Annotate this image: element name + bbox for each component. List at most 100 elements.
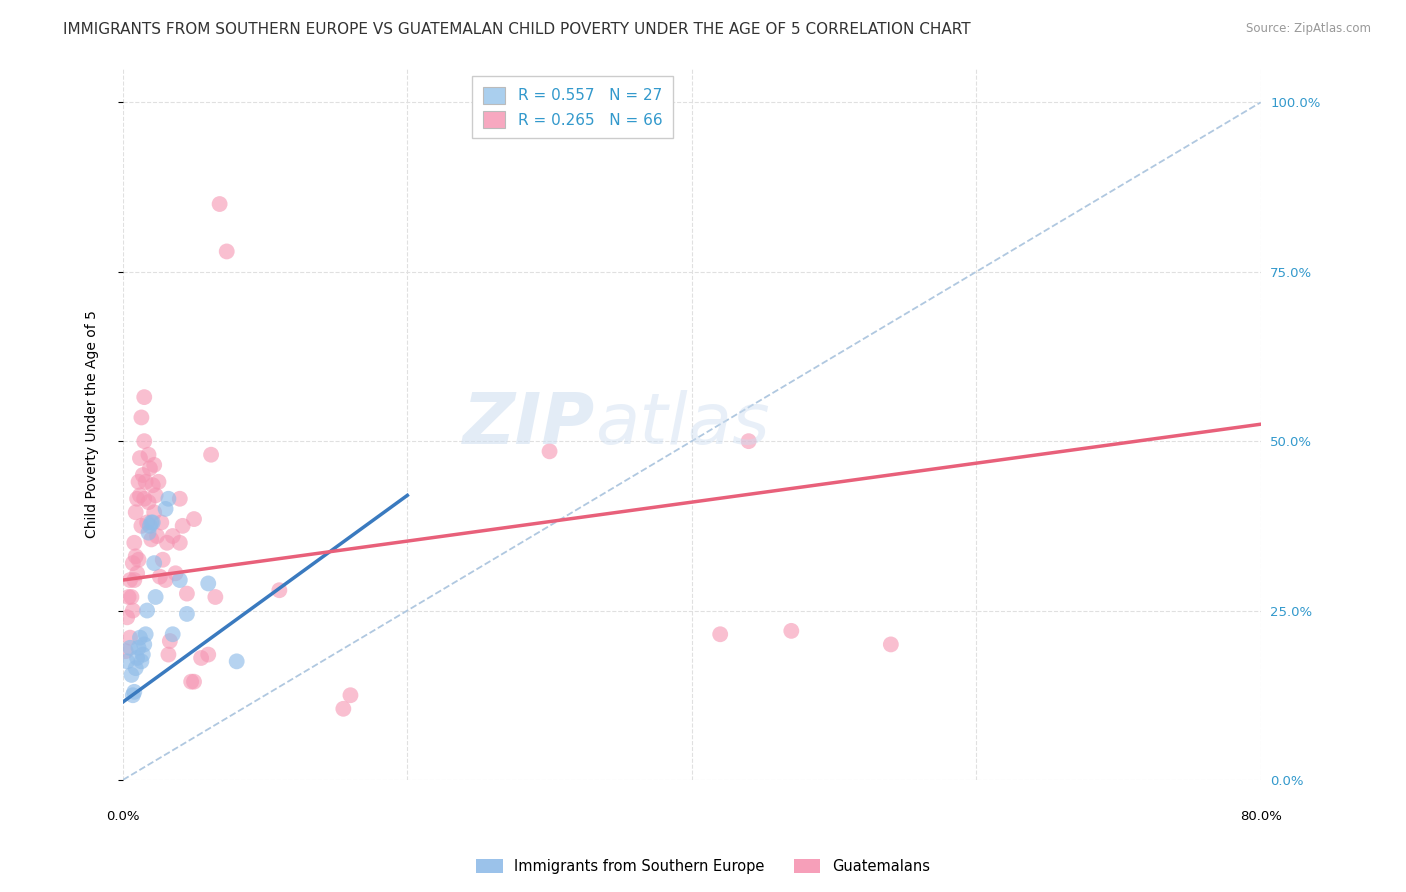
Point: [208, 197, 231, 211]
Point: [146, 529, 169, 543]
Point: [120, 590, 142, 604]
Point: [339, 688, 361, 702]
Point: [197, 648, 219, 662]
Point: [114, 644, 136, 658]
Point: [162, 627, 184, 641]
Point: [183, 674, 205, 689]
Point: [128, 640, 150, 655]
Point: [134, 637, 156, 651]
Point: [172, 519, 194, 533]
Point: [176, 607, 198, 621]
Point: [538, 444, 561, 458]
Point: [197, 576, 219, 591]
Point: [155, 502, 177, 516]
Text: ZIP: ZIP: [463, 390, 595, 458]
Text: Source: ZipAtlas.com: Source: ZipAtlas.com: [1246, 22, 1371, 36]
Point: [709, 627, 731, 641]
Point: [135, 627, 157, 641]
Point: [143, 505, 166, 519]
Point: [225, 654, 247, 668]
Point: [125, 549, 148, 564]
Point: [129, 631, 152, 645]
Point: [124, 573, 146, 587]
Point: [169, 573, 191, 587]
Point: [124, 536, 146, 550]
Point: [142, 478, 165, 492]
Point: [141, 516, 163, 530]
Text: 80.0%: 80.0%: [1240, 811, 1281, 823]
Point: [176, 586, 198, 600]
Point: [128, 552, 150, 566]
Point: [139, 519, 162, 533]
Point: [115, 610, 138, 624]
Text: atlas: atlas: [595, 390, 769, 458]
Point: [159, 634, 181, 648]
Point: [125, 505, 148, 519]
Text: IMMIGRANTS FROM SOUTHERN EUROPE VS GUATEMALAN CHILD POVERTY UNDER THE AGE OF 5 C: IMMIGRANTS FROM SOUTHERN EUROPE VS GUATE…: [63, 22, 972, 37]
Point: [138, 495, 160, 509]
Point: [157, 491, 180, 506]
Point: [134, 390, 156, 404]
Point: [169, 536, 191, 550]
Point: [139, 461, 162, 475]
Point: [143, 458, 166, 472]
Point: [135, 475, 157, 489]
Point: [131, 410, 153, 425]
Point: [121, 556, 143, 570]
Point: [142, 516, 165, 530]
Point: [156, 536, 179, 550]
Legend: Immigrants from Southern Europe, Guatemalans: Immigrants from Southern Europe, Guatema…: [471, 854, 935, 880]
Point: [150, 516, 173, 530]
Point: [117, 590, 139, 604]
Point: [780, 624, 803, 638]
Point: [215, 244, 238, 259]
Point: [118, 640, 141, 655]
Point: [120, 668, 142, 682]
Point: [165, 566, 187, 581]
Point: [190, 651, 212, 665]
Point: [145, 590, 167, 604]
Point: [125, 661, 148, 675]
Point: [157, 648, 180, 662]
Point: [128, 475, 150, 489]
Point: [132, 648, 155, 662]
Point: [269, 583, 291, 598]
Y-axis label: Child Poverty Under the Age of 5: Child Poverty Under the Age of 5: [86, 310, 100, 538]
Point: [127, 491, 149, 506]
Point: [204, 590, 226, 604]
Point: [138, 448, 160, 462]
Text: 0.0%: 0.0%: [107, 811, 139, 823]
Point: [143, 556, 166, 570]
Legend: R = 0.557   N = 27, R = 0.265   N = 66: R = 0.557 N = 27, R = 0.265 N = 66: [472, 76, 673, 138]
Point: [162, 529, 184, 543]
Point: [129, 451, 152, 466]
Point: [131, 654, 153, 668]
Point: [145, 488, 167, 502]
Point: [155, 573, 177, 587]
Point: [118, 573, 141, 587]
Point: [121, 688, 143, 702]
Point: [180, 674, 202, 689]
Point: [134, 434, 156, 449]
Point: [124, 685, 146, 699]
Point: [115, 654, 138, 668]
Point: [132, 468, 155, 483]
Point: [121, 603, 143, 617]
Point: [737, 434, 759, 449]
Point: [134, 491, 156, 506]
Point: [131, 519, 153, 533]
Point: [200, 448, 222, 462]
Point: [138, 525, 160, 540]
Point: [183, 512, 205, 526]
Point: [152, 552, 174, 566]
Point: [880, 637, 903, 651]
Point: [169, 491, 191, 506]
Point: [136, 516, 159, 530]
Point: [149, 569, 172, 583]
Point: [127, 651, 149, 665]
Point: [127, 566, 149, 581]
Point: [136, 603, 159, 617]
Point: [141, 533, 163, 547]
Point: [118, 631, 141, 645]
Point: [129, 488, 152, 502]
